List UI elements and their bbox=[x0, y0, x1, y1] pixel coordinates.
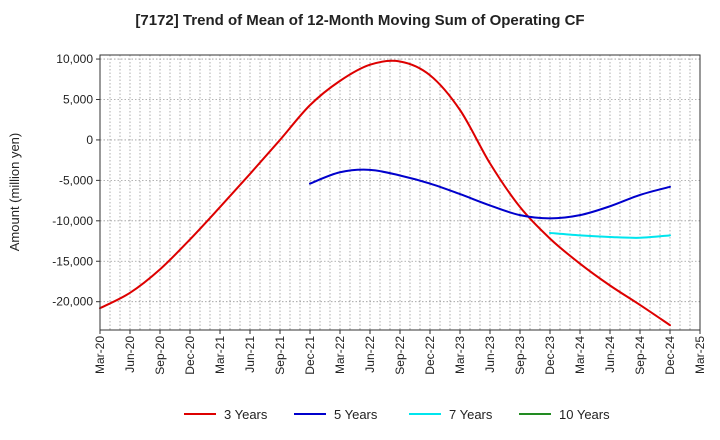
y-tick-label: -5,000 bbox=[59, 173, 93, 187]
x-tick-label: Sep-22 bbox=[393, 336, 407, 375]
legend-label-5-years: 5 Years bbox=[334, 407, 378, 422]
series-line-7-years bbox=[549, 231, 671, 239]
y-tick-label: 10,000 bbox=[56, 52, 93, 66]
x-tick-label: Mar-25 bbox=[693, 336, 707, 374]
y-tick-label: -15,000 bbox=[52, 254, 93, 268]
y-tick-label: -10,000 bbox=[52, 214, 93, 228]
series-line-5-years bbox=[309, 168, 671, 220]
x-tick-label: Mar-22 bbox=[333, 336, 347, 374]
x-tick-label: Jun-21 bbox=[243, 336, 257, 373]
x-tick-label: Jun-22 bbox=[363, 336, 377, 373]
x-tick-label: Dec-22 bbox=[423, 336, 437, 375]
y-tick-label: 0 bbox=[86, 133, 93, 147]
x-tick-label: Sep-24 bbox=[633, 336, 647, 375]
x-tick-label: Jun-23 bbox=[483, 336, 497, 373]
x-tick-label: Mar-21 bbox=[213, 336, 227, 374]
chart-title: [7172] Trend of Mean of 12-Month Moving … bbox=[135, 12, 585, 29]
x-tick-label: Sep-23 bbox=[513, 336, 527, 375]
x-tick-label: Mar-20 bbox=[93, 336, 107, 374]
legend: 3 Years 5 Years 7 Years 10 Years bbox=[184, 407, 610, 422]
legend-label-7-years: 7 Years bbox=[449, 407, 493, 422]
x-tick-label: Jun-20 bbox=[123, 336, 137, 373]
x-tick-label: Dec-21 bbox=[303, 336, 317, 375]
x-tick-label: Jun-24 bbox=[603, 336, 617, 373]
x-tick-label: Dec-20 bbox=[183, 336, 197, 375]
x-axis-ticks: Mar-20 Jun-20 Sep-20 Dec-20 Mar-21 Jun-21 Sep-… bbox=[93, 330, 707, 375]
y-axis-ticks: 10,000 5,000 0 -5,000 -10,000 -15,000 -20,000 bbox=[52, 52, 100, 309]
x-tick-label: Mar-23 bbox=[453, 336, 467, 374]
y-tick-label: -20,000 bbox=[52, 295, 93, 309]
series-lines bbox=[99, 59, 671, 327]
x-tick-label: Dec-24 bbox=[663, 336, 677, 375]
legend-label-10-years: 10 Years bbox=[559, 407, 610, 422]
x-tick-label: Mar-24 bbox=[573, 336, 587, 374]
x-tick-label: Dec-23 bbox=[543, 336, 557, 375]
y-axis-label: Amount (million yen) bbox=[7, 133, 22, 252]
legend-label-3-years: 3 Years bbox=[224, 407, 268, 422]
grid-lines bbox=[100, 55, 700, 330]
x-tick-label: Sep-20 bbox=[153, 336, 167, 375]
y-tick-label: 5,000 bbox=[63, 92, 93, 106]
x-tick-label: Sep-21 bbox=[273, 336, 287, 375]
series-line-3-years bbox=[99, 59, 671, 327]
